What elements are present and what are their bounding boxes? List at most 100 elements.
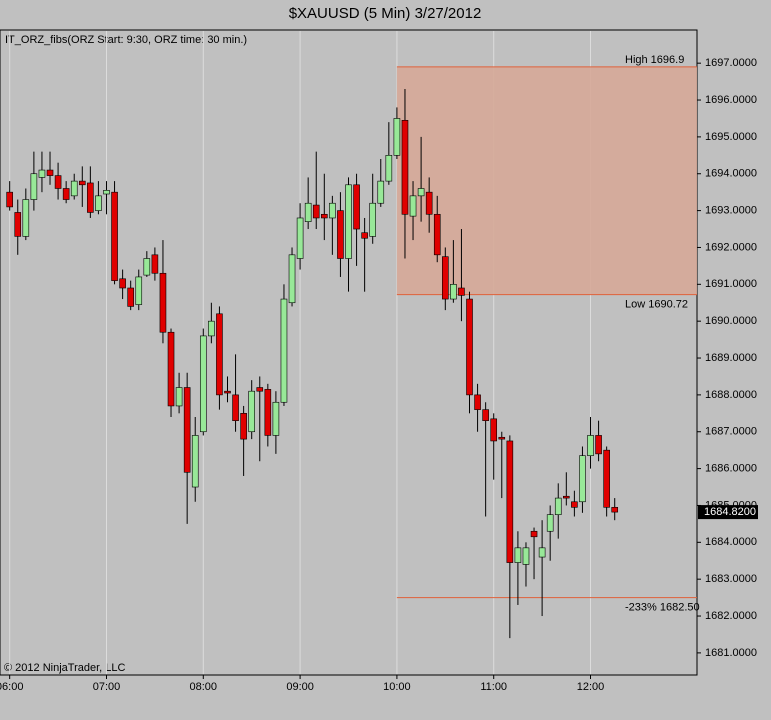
candle-body xyxy=(240,413,247,440)
candle-body xyxy=(571,501,578,508)
candle-body xyxy=(595,435,602,455)
candle-body xyxy=(442,256,449,300)
candle-body xyxy=(611,506,619,513)
candle-body xyxy=(353,184,360,230)
copyright: © 2012 NinjaTrader, LLC xyxy=(4,662,125,674)
candle-body xyxy=(361,232,368,239)
candle-body xyxy=(587,435,594,456)
candle-body xyxy=(256,387,264,392)
candle-body xyxy=(393,118,401,156)
candle-body xyxy=(78,180,86,186)
candle-body xyxy=(14,212,22,237)
candle-body xyxy=(433,213,441,256)
candle-body xyxy=(425,191,433,215)
y-tick-label: 1692.0000 xyxy=(705,241,757,253)
y-tick-label: 1695.0000 xyxy=(705,131,757,143)
x-tick-label: 10:00 xyxy=(383,681,411,693)
orz-label: Low 1690.72 xyxy=(625,299,688,311)
y-tick-label: 1696.0000 xyxy=(705,94,757,106)
candle-body xyxy=(159,272,167,333)
candle-body xyxy=(208,320,215,337)
y-tick-label: 1689.0000 xyxy=(705,352,757,364)
y-tick-label: 1693.0000 xyxy=(705,205,757,217)
candle-body xyxy=(191,435,199,488)
candle-body xyxy=(563,495,570,499)
y-tick-label: 1697.0000 xyxy=(705,57,757,69)
candle-body xyxy=(87,182,94,213)
candle-body xyxy=(409,195,417,217)
candle-body xyxy=(490,418,498,442)
candle-body xyxy=(167,331,175,407)
x-tick-label: 06:00 xyxy=(0,681,23,693)
y-tick-label: 1686.0000 xyxy=(705,463,757,475)
candle-body xyxy=(183,387,191,473)
y-tick-label: 1681.0000 xyxy=(705,647,757,659)
candle-body xyxy=(466,298,473,396)
candle-body xyxy=(522,547,530,565)
candle-body xyxy=(54,175,62,189)
candle-body xyxy=(151,254,159,274)
candle-body xyxy=(224,390,231,394)
y-tick-label: 1683.0000 xyxy=(705,573,757,585)
orz-label: -233% 1682.50 xyxy=(625,602,700,614)
candle-body xyxy=(546,514,554,532)
candle-body xyxy=(538,547,546,558)
indicator-label: IT_ORZ_fibs(ORZ Start: 9:30, ORZ time: 3… xyxy=(5,34,247,46)
candle-body xyxy=(248,390,255,433)
candle-body xyxy=(111,191,118,281)
x-tick-label: 09:00 xyxy=(286,681,314,693)
candle-body xyxy=(296,217,304,259)
candle-body xyxy=(175,387,183,407)
candle-body xyxy=(119,278,126,289)
candle-body xyxy=(401,120,409,215)
x-tick-label: 07:00 xyxy=(93,681,121,693)
candle-body xyxy=(514,547,522,563)
candle-body xyxy=(474,394,481,410)
candle-body xyxy=(232,394,239,421)
candle-body xyxy=(506,440,514,563)
candle-body xyxy=(143,258,151,276)
candle-body xyxy=(70,180,78,197)
candle-body xyxy=(38,169,46,178)
candle-body xyxy=(95,195,102,211)
candle-body xyxy=(127,287,134,307)
y-tick-label: 1688.0000 xyxy=(705,389,757,401)
candle-body xyxy=(482,409,489,421)
candle-body xyxy=(345,184,352,259)
candle-body xyxy=(135,276,143,305)
y-tick-label: 1691.0000 xyxy=(705,278,757,290)
y-tick-label: 1687.0000 xyxy=(705,426,757,438)
candle-body xyxy=(6,191,13,208)
candle-body xyxy=(312,204,320,219)
candle-body xyxy=(199,335,207,433)
candle-body xyxy=(46,169,54,176)
candle-body xyxy=(377,180,385,204)
x-tick-label: 08:00 xyxy=(190,681,218,693)
last-price-box xyxy=(698,505,758,520)
candle-body xyxy=(288,254,296,304)
candle-body xyxy=(369,202,377,237)
orz-box xyxy=(396,66,697,295)
candle-body xyxy=(554,497,562,515)
candle-body xyxy=(280,298,288,403)
candle-body xyxy=(320,213,328,219)
x-tick-label: 11:00 xyxy=(480,681,507,693)
candle-body xyxy=(304,202,312,222)
y-tick-label: 1694.0000 xyxy=(705,168,757,180)
candle-body xyxy=(329,202,336,219)
y-tick-label: 1682.0000 xyxy=(705,610,757,622)
candle-body xyxy=(530,530,538,538)
candle-body xyxy=(458,287,465,296)
candle-body xyxy=(264,389,272,436)
candle-body xyxy=(272,401,280,436)
x-tick-label: 12:00 xyxy=(577,681,605,693)
candle-body xyxy=(62,188,70,200)
candle-body xyxy=(103,190,110,195)
candle-body xyxy=(417,188,425,197)
candle-body xyxy=(337,210,344,259)
last-price-label: 1684.8200 xyxy=(704,506,756,518)
y-tick-label: 1684.0000 xyxy=(705,536,757,548)
candle-body xyxy=(579,455,586,503)
